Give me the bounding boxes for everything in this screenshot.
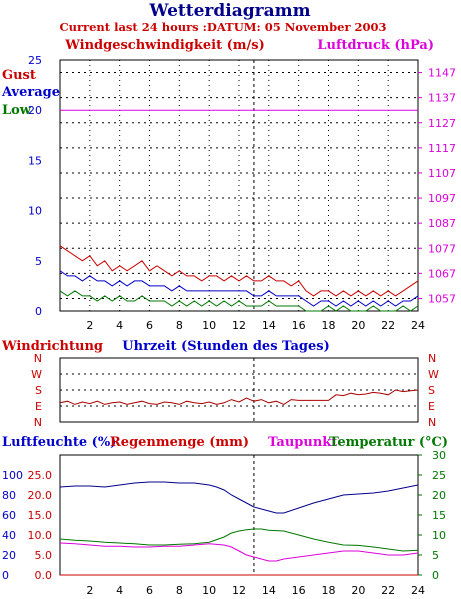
wind-series-gust	[59, 245, 419, 297]
humidity-xtick-label: 14	[262, 584, 276, 597]
wind-panel: 0 5 10 15 20 25 1057 1067 1077 1087 1097 1107 1117 11…	[28, 54, 456, 332]
wind-ytick-label: 25	[28, 54, 42, 67]
humidity-xtick-label: 20	[351, 584, 365, 597]
temperature-ylabel: Temperatur (°C)	[329, 435, 448, 450]
direction-ytick-right: N	[428, 352, 436, 365]
pressure-ytick-label: 1057	[428, 292, 456, 305]
humidity-xtick-label: 18	[322, 584, 336, 597]
wind-ytick-label: 15	[28, 154, 42, 167]
humidity-xtick-label: 22	[381, 584, 395, 597]
rain-ytick-label: 5.0	[35, 549, 53, 562]
humidity-xtick-label: 16	[292, 584, 306, 597]
rain-ylabel: Regenmenge (mm)	[110, 435, 249, 450]
rain-ytick-label: 25.0	[28, 469, 53, 482]
pressure-ytick-label: 1107	[428, 167, 456, 180]
humidity-xtick-label: 12	[232, 584, 246, 597]
wind-xtick-label: 10	[202, 319, 216, 332]
pressure-ylabel: Luftdruck (hPa)	[317, 38, 434, 53]
direction-ytick-right: E	[428, 400, 435, 413]
humidity-xtick-label: 2	[86, 584, 93, 597]
pressure-ytick-label: 1067	[428, 267, 456, 280]
direction-ytick-left: W	[31, 368, 42, 381]
direction-ytick-left: S	[35, 384, 42, 397]
legend-low: Low	[2, 103, 32, 118]
humidity-xtick-label: 10	[202, 584, 216, 597]
pressure-ytick-label: 1137	[428, 92, 456, 105]
direction-ytick-right: S	[428, 384, 435, 397]
temperature-ytick-label: 20	[432, 489, 446, 502]
direction-title: Windrichtung	[1, 339, 103, 354]
humidity-ytick-label: 0	[2, 569, 9, 582]
temperature-ytick-label: 10	[432, 529, 446, 542]
pressure-ytick-label: 1077	[428, 242, 456, 255]
dewpoint-series	[59, 542, 419, 562]
wind-xtick-label: 2	[86, 319, 93, 332]
rain-ytick-label: 10.0	[28, 529, 53, 542]
wind-xtick-label: 12	[232, 319, 246, 332]
wind-xtick-label: 20	[351, 319, 365, 332]
wind-ytick-label: 0	[35, 305, 42, 318]
chart-title: Wetterdiagramm	[148, 1, 310, 21]
humidity-xtick-label: 24	[411, 584, 425, 597]
humidity-panel: 0 5 10 15 20 25 30 0 20 40 60 80 100 0.0 5.0 10.0 15.0 20…	[2, 449, 446, 597]
wind-ytick-label: 5	[35, 255, 42, 268]
wind-xtick-label: 16	[292, 319, 306, 332]
humidity-ytick-label: 80	[2, 489, 16, 502]
humidity-ytick-label: 60	[2, 509, 16, 522]
pressure-ytick-label: 1127	[428, 117, 456, 130]
direction-ytick-right: N	[428, 416, 436, 429]
direction-frame	[59, 357, 419, 423]
pressure-ytick-label: 1117	[428, 142, 456, 155]
wind-xtick-label: 8	[176, 319, 183, 332]
wind-xtick-label: 18	[322, 319, 336, 332]
direction-ytick-left: N	[34, 416, 42, 429]
temperature-series	[59, 528, 419, 552]
wind-xtick-label: 6	[146, 319, 153, 332]
rain-ytick-label: 15.0	[28, 509, 53, 522]
temperature-ytick-label: 15	[432, 509, 446, 522]
humidity-xtick-label: 8	[176, 584, 183, 597]
pressure-ytick-label: 1087	[428, 217, 456, 230]
humidity-series	[59, 481, 419, 514]
humidity-xtick-label: 6	[146, 584, 153, 597]
wind-ytick-label: 10	[28, 205, 42, 218]
pressure-ytick-label: 1097	[428, 192, 456, 205]
dewpoint-label: Taupunkt	[268, 435, 337, 450]
humidity-ytick-label: 100	[2, 469, 23, 482]
temperature-ytick-label: 5	[432, 549, 439, 562]
direction-panel: N NW WS SE EN N	[31, 352, 439, 429]
wind-ytick-label: 20	[28, 104, 42, 117]
direction-ytick-left: E	[35, 400, 42, 413]
wind-xtick-label: 24	[411, 319, 425, 332]
wind-xtick-label: 4	[116, 319, 123, 332]
humidity-ylabel: Luftfeuchte (%)	[2, 435, 116, 450]
wind-ylabel: Windgeschwindigkeit (m/s)	[64, 38, 264, 53]
wind-series-low	[59, 290, 419, 312]
humidity-ytick-label: 20	[2, 549, 16, 562]
direction-series	[59, 389, 419, 405]
rain-ytick-label: 20.0	[28, 489, 53, 502]
humidity-xtick-label: 4	[116, 584, 123, 597]
direction-ytick-left: N	[34, 352, 42, 365]
direction-ytick-right: W	[428, 368, 439, 381]
rain-ytick-label: 0.0	[35, 569, 53, 582]
temperature-ytick-label: 25	[432, 469, 446, 482]
pressure-ytick-label: 1147	[428, 67, 456, 80]
chart-subtitle: Current last 24 hours :DATUM: 05 Novembe…	[59, 20, 386, 34]
humidity-ytick-label: 40	[2, 529, 16, 542]
wind-xtick-label: 22	[381, 319, 395, 332]
humidity-frame	[59, 454, 419, 576]
legend-gust: Gust	[2, 68, 36, 83]
temperature-ytick-label: 30	[432, 449, 446, 462]
legend-average: Average	[1, 85, 60, 100]
temperature-ytick-label: 0	[432, 569, 439, 582]
wind-series-average	[59, 270, 419, 307]
direction-xlabel: Uhrzeit (Stunden des Tages)	[122, 339, 329, 354]
wind-xtick-label: 14	[262, 319, 276, 332]
